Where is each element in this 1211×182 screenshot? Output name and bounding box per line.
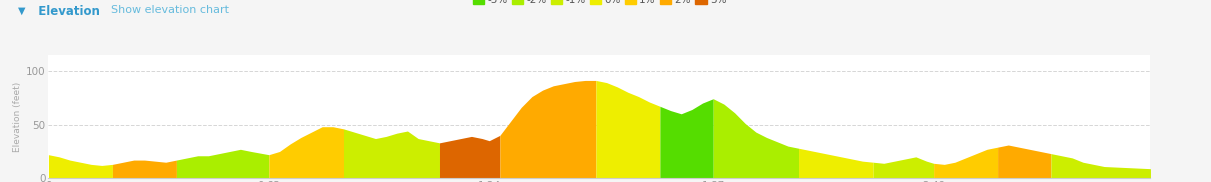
Legend: -3%, -2%, -1%, 0%, 1%, 2%, 3%: -3%, -2%, -1%, 0%, 1%, 2%, 3% [472,0,727,5]
Y-axis label: Elevation (feet): Elevation (feet) [13,81,22,152]
Text: Show elevation chart: Show elevation chart [111,5,229,15]
Text: ▼: ▼ [18,5,25,15]
Text: Elevation: Elevation [30,5,101,18]
